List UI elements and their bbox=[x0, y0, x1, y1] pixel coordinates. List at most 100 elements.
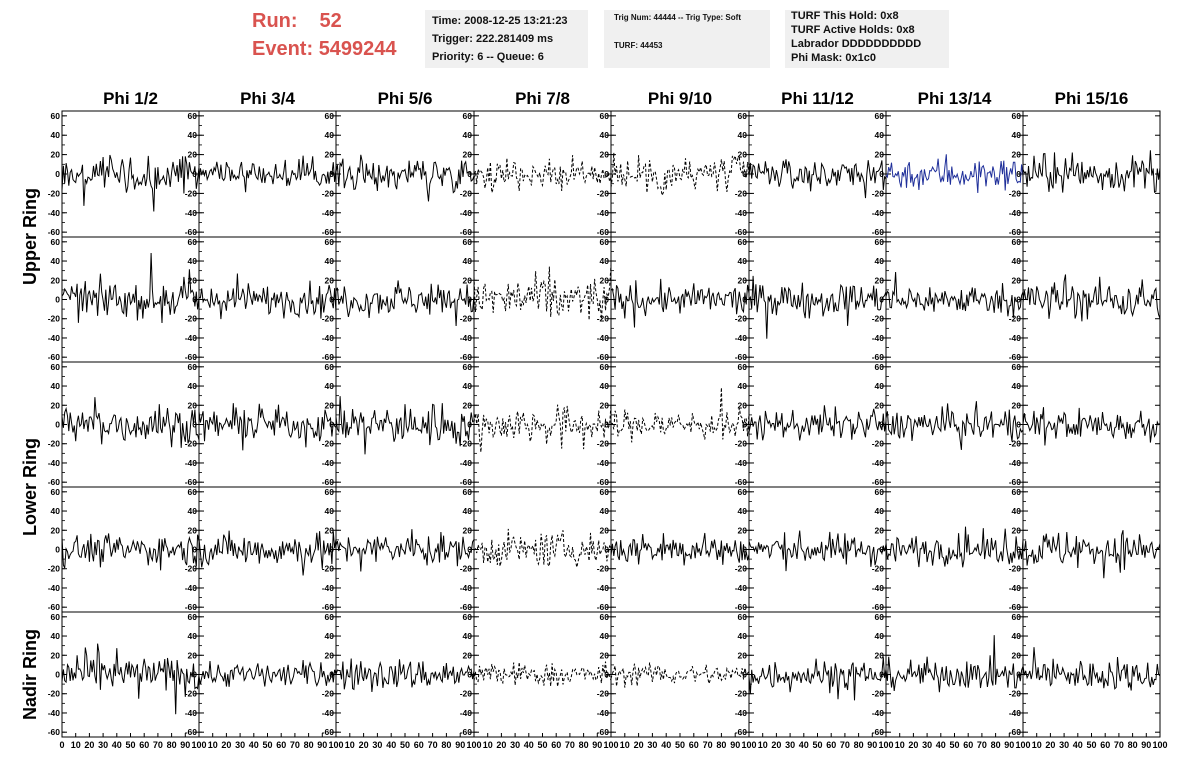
y-tick-label: 60 bbox=[600, 487, 610, 497]
y-tick-label: 20 bbox=[738, 525, 748, 535]
y-tick-label: 20 bbox=[1012, 525, 1022, 535]
y-tick-label: -40 bbox=[460, 208, 473, 218]
x-tick-label: 60 bbox=[689, 740, 699, 750]
y-tick-label: 40 bbox=[463, 130, 473, 140]
y-tick-label: 20 bbox=[738, 275, 748, 285]
y-tick-label: 60 bbox=[51, 237, 61, 247]
trigger-line: Trigger: 222.281409 ms bbox=[432, 33, 554, 45]
column-header-1: Phi 1/2 bbox=[103, 89, 158, 108]
y-tick-label: 40 bbox=[325, 256, 335, 266]
y-tick-label: -40 bbox=[597, 583, 610, 593]
waveform-trace bbox=[1022, 150, 1161, 194]
y-tick-label: -60 bbox=[322, 477, 335, 487]
y-tick-label: -20 bbox=[185, 314, 198, 324]
x-tick-label: 100 bbox=[1152, 740, 1167, 750]
panel-frame bbox=[748, 110, 887, 238]
waveform-panel-r3-c8: -60 -40 -20 0 20 40 60 bbox=[1009, 361, 1161, 488]
y-tick-label: 0 bbox=[604, 295, 609, 305]
phi-mask-line: Phi Mask: 0x1c0 bbox=[791, 52, 876, 64]
y-tick-label: -60 bbox=[1009, 227, 1022, 237]
y-tick-label: 20 bbox=[738, 650, 748, 660]
y-tick-label: 20 bbox=[51, 150, 61, 160]
panel-frame bbox=[335, 110, 475, 238]
y-tick-label: -60 bbox=[1009, 727, 1022, 737]
panel-frame bbox=[473, 611, 612, 738]
y-tick-label: 20 bbox=[51, 275, 61, 285]
y-tick-label: 40 bbox=[738, 256, 748, 266]
y-tick-label: -40 bbox=[48, 458, 61, 468]
y-tick-label: -60 bbox=[48, 352, 61, 362]
panel-frame bbox=[885, 236, 1024, 363]
y-tick-label: -40 bbox=[460, 708, 473, 718]
y-tick-label: 20 bbox=[51, 400, 61, 410]
y-tick-label: -20 bbox=[872, 689, 885, 699]
y-tick-label: 0 bbox=[329, 670, 334, 680]
y-tick-label: 60 bbox=[325, 362, 335, 372]
y-tick-label: 60 bbox=[188, 612, 198, 622]
x-tick-label: 40 bbox=[661, 740, 671, 750]
waveform-trace bbox=[748, 159, 887, 199]
y-tick-label: 40 bbox=[325, 130, 335, 140]
x-tick-label: 80 bbox=[991, 740, 1001, 750]
y-tick-label: -40 bbox=[1009, 208, 1022, 218]
x-tick-label: 40 bbox=[524, 740, 534, 750]
y-tick-label: -40 bbox=[872, 708, 885, 718]
y-tick-label: 0 bbox=[742, 295, 747, 305]
x-tick-label: 100 bbox=[191, 740, 206, 750]
waveform-trace bbox=[885, 271, 1024, 318]
x-tick-label: 30 bbox=[1059, 740, 1069, 750]
y-tick-label: -40 bbox=[1009, 708, 1022, 718]
y-tick-label: -40 bbox=[48, 708, 61, 718]
waveform-trace bbox=[335, 529, 475, 572]
panel-frame bbox=[198, 611, 337, 738]
y-tick-label: -40 bbox=[48, 208, 61, 218]
x-tick-label: 20 bbox=[359, 740, 369, 750]
x-tick-label: 70 bbox=[840, 740, 850, 750]
y-tick-label: 20 bbox=[325, 400, 335, 410]
x-tick-label: 100 bbox=[741, 740, 756, 750]
y-tick-label: 40 bbox=[188, 631, 198, 641]
panel-frame bbox=[61, 361, 200, 488]
y-tick-label: 0 bbox=[604, 545, 609, 555]
waveform-trace bbox=[748, 530, 887, 572]
y-tick-label: 0 bbox=[467, 545, 472, 555]
x-tick-label: 40 bbox=[936, 740, 946, 750]
waveform-panel-r1-c8: -60 -40 -20 0 20 40 60 bbox=[1009, 110, 1161, 238]
turf-line: TURF: 44453 bbox=[614, 41, 663, 50]
y-tick-label: -20 bbox=[1009, 439, 1022, 449]
y-tick-label: 20 bbox=[600, 275, 610, 285]
y-tick-label: 60 bbox=[188, 362, 198, 372]
y-tick-label: -40 bbox=[735, 208, 748, 218]
y-tick-label: -40 bbox=[735, 458, 748, 468]
waveform-panel-r1-c2: -60 -40 -20 0 20 40 60 bbox=[185, 110, 337, 238]
y-tick-label: -40 bbox=[322, 333, 335, 343]
y-tick-label: -40 bbox=[322, 458, 335, 468]
x-tick-label: 40 bbox=[112, 740, 122, 750]
y-tick-label: 40 bbox=[1012, 631, 1022, 641]
y-tick-label: -40 bbox=[597, 708, 610, 718]
y-tick-label: 60 bbox=[875, 612, 885, 622]
y-tick-label: 20 bbox=[188, 400, 198, 410]
x-tick-label: 30 bbox=[647, 740, 657, 750]
x-tick-label: 20 bbox=[771, 740, 781, 750]
y-tick-label: -60 bbox=[1009, 602, 1022, 612]
y-tick-label: -20 bbox=[735, 439, 748, 449]
x-tick-label: 60 bbox=[414, 740, 424, 750]
y-tick-label: 0 bbox=[467, 169, 472, 179]
y-tick-label: -20 bbox=[872, 314, 885, 324]
y-tick-label: -60 bbox=[185, 227, 198, 237]
waveform-trace bbox=[473, 661, 612, 687]
y-tick-label: 40 bbox=[325, 381, 335, 391]
y-tick-label: 40 bbox=[188, 130, 198, 140]
x-tick-label: 60 bbox=[276, 740, 286, 750]
y-tick-label: -60 bbox=[322, 227, 335, 237]
x-tick-label: 10 bbox=[483, 740, 493, 750]
y-tick-label: 40 bbox=[875, 506, 885, 516]
waveform-panel-r3-c4: -60 -40 -20 0 20 40 60 bbox=[460, 361, 612, 488]
waveform-trace bbox=[335, 658, 475, 693]
y-tick-label: -60 bbox=[597, 227, 610, 237]
column-header-7: Phi 13/14 bbox=[918, 89, 992, 108]
x-tick-label: 50 bbox=[537, 740, 547, 750]
